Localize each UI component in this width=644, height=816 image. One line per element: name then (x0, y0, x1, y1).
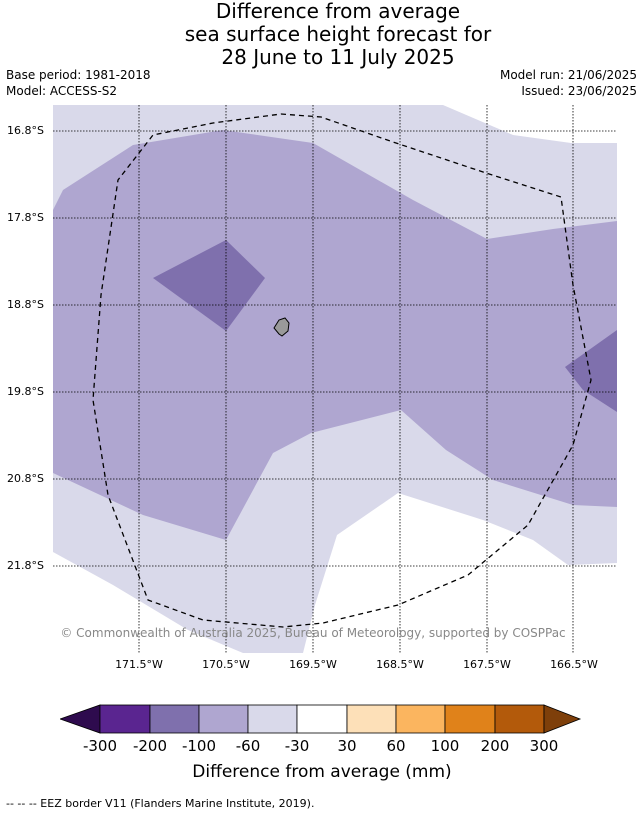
cbar-tick-1: -300 (82, 737, 118, 755)
lon-label-167-5: 167.5°W (463, 658, 511, 671)
base-period: Base period: 1981-2018 (6, 68, 151, 82)
title-line-3: 28 June to 11 July 2025 (221, 45, 455, 69)
colorbar-high-arrow (543, 704, 582, 734)
colorbar-segment-3 (198, 704, 249, 734)
title-line-1: Difference from average (215, 0, 461, 23)
colorbar-segment-2 (149, 704, 200, 734)
lat-label-21-8: 21.8°S (7, 559, 44, 572)
copyright-notice: © Commonwealth of Australia 2025, Bureau… (60, 626, 566, 640)
eez-legend-note: -- -- -- EEZ border V11 (Flanders Marine… (6, 797, 315, 810)
contour-mid-band (53, 130, 617, 540)
map-area[interactable] (53, 105, 617, 653)
colorbar-segment-6 (346, 704, 397, 734)
map-svg (53, 105, 617, 653)
map-title: Difference from average sea surface heig… (0, 0, 644, 69)
lon-label-168-5: 168.5°W (376, 658, 424, 671)
cbar-tick-9: 200 (480, 737, 510, 755)
model-name: Model: ACCESS-S2 (6, 84, 118, 98)
lat-label-17-8: 17.8°S (7, 211, 44, 224)
issued-date: Issued: 23/06/2025 (521, 84, 637, 98)
lat-label-19-8: 19.8°S (7, 385, 44, 398)
colorbar-segment-5 (296, 704, 348, 734)
meta-right: Model run: 21/06/2025 Issued: 23/06/2025 (500, 67, 637, 99)
cbar-tick-4: -60 (235, 737, 261, 755)
meta-left: Base period: 1981-2018 Model: ACCESS-S2 (6, 67, 151, 99)
colorbar-segment-8 (444, 704, 496, 734)
lon-label-171-5: 171.5°W (115, 658, 163, 671)
colorbar-segment-1 (99, 704, 151, 734)
lon-label-166-5: 166.5°W (550, 658, 598, 671)
colorbar (60, 704, 582, 734)
colorbar-segment-4 (247, 704, 298, 734)
colorbar-label: Difference from average (mm) (192, 762, 452, 782)
lon-label-170-5: 170.5°W (202, 658, 250, 671)
cbar-tick-8: 100 (430, 737, 460, 755)
island-shape (273, 317, 290, 337)
contour-dark-patch-east (565, 330, 617, 412)
title-line-2: sea surface height forecast for (184, 22, 492, 46)
cbar-tick-10: 300 (529, 737, 559, 755)
cbar-tick-6: 30 (337, 737, 357, 755)
cbar-tick-2: -200 (132, 737, 168, 755)
colorbar-low-arrow (60, 704, 101, 734)
colorbar-segment-9 (494, 704, 545, 734)
cbar-tick-7: 60 (386, 737, 406, 755)
contour-dark-patch-west (153, 240, 265, 331)
cbar-tick-3: -100 (181, 737, 217, 755)
model-run: Model run: 21/06/2025 (499, 68, 637, 82)
lat-label-16-8: 16.8°S (7, 124, 44, 137)
cbar-tick-5: -30 (284, 737, 310, 755)
lon-label-169-5: 169.5°W (289, 658, 337, 671)
colorbar-segment-7 (395, 704, 446, 734)
lat-label-20-8: 20.8°S (7, 472, 44, 485)
eez-border (92, 113, 592, 628)
lat-label-18-8: 18.8°S (7, 298, 44, 311)
graticule (53, 105, 617, 653)
